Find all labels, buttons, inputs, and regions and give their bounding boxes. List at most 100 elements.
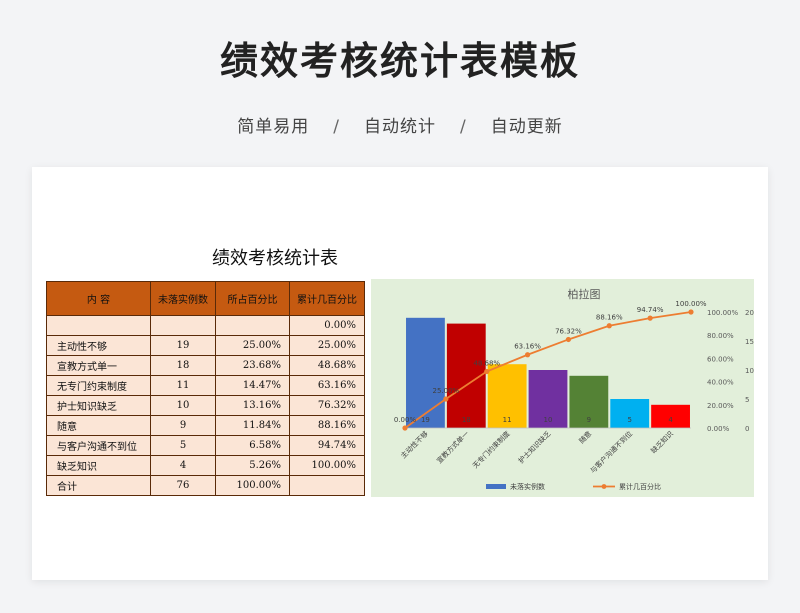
- cell-item: 宣教方式单一: [46, 355, 151, 376]
- cell-count: 9: [150, 415, 216, 436]
- bar-3: [487, 364, 527, 428]
- cumulative-point: [402, 425, 408, 431]
- bar-data-label: 4: [668, 416, 673, 424]
- y-pct-tick-label: 100.00%: [707, 309, 738, 317]
- line-data-label: 100.00%: [675, 300, 706, 308]
- cumulative-line: [404, 311, 692, 429]
- cell-cumulative: [289, 475, 365, 496]
- bar-data-label: 5: [627, 416, 631, 424]
- cell-cumulative: 0.00%: [289, 315, 365, 336]
- cell-count: 5: [150, 435, 216, 456]
- legend-bar-label: 未落实例数: [510, 482, 545, 491]
- pareto-chart: 柏拉图 0.00% 20.00% 40.00% 60.00% 80.00% 100.00% 0…: [371, 279, 754, 497]
- bar-data-label: 19: [421, 416, 430, 424]
- cumulative-point: [524, 352, 531, 358]
- tag-separator: /: [333, 117, 340, 137]
- cumulative-point: [647, 315, 653, 321]
- y-pct-tick-label: 40.00%: [707, 379, 734, 387]
- line-data-label: 94.74%: [637, 306, 664, 314]
- y-count-tick-label: 0: [745, 425, 749, 433]
- cell-cumulative: 25.00%: [289, 335, 365, 356]
- table-row: 0.00%: [46, 315, 365, 336]
- cell-item: 随意: [46, 415, 151, 436]
- bar-6: [610, 399, 650, 428]
- cell-percent: 25.00%: [215, 335, 290, 356]
- bar-7: [651, 404, 690, 428]
- cumulative-point: [484, 368, 490, 375]
- bar-data-label: 11: [503, 416, 512, 424]
- cell-percent: 5.26%: [215, 455, 290, 476]
- y-pct-tick-label: 0.00%: [707, 425, 730, 433]
- table-row: 无专门约束制度 11 14.47% 63.16%: [46, 375, 365, 396]
- cell-percent: 100.00%: [215, 475, 290, 496]
- sheet-title: 绩效考核统计表: [212, 248, 338, 269]
- bar-5: [569, 375, 609, 428]
- cell-count: 4: [150, 455, 216, 476]
- line-data-label: 76.32%: [555, 327, 582, 335]
- line-data-label: 48.68%: [473, 360, 500, 368]
- tag-auto-stats: 自动统计: [364, 117, 436, 137]
- cell-item: 合计: [46, 475, 151, 496]
- line-data-label: 25.00%: [433, 387, 460, 395]
- cell-item: 与客户沟通不到位: [46, 435, 151, 456]
- cell-item: 护士知识缺乏: [46, 395, 151, 416]
- y-count-tick-label: 20: [745, 309, 754, 317]
- table-row: 主动性不够 19 25.00% 25.00%: [46, 335, 365, 356]
- feature-tags: 简单易用 / 自动统计 / 自动更新: [0, 112, 800, 137]
- cell-percent: 11.84%: [215, 415, 290, 436]
- y-pct-tick-label: 80.00%: [707, 332, 734, 340]
- col-header-content: 内 容: [46, 281, 151, 316]
- cumulative-point: [688, 309, 694, 315]
- table-header-row: 内 容 未落实例数 所占百分比 累计几百分比: [46, 281, 365, 316]
- cell-count: [150, 315, 216, 336]
- y-pct-tick-label: 20.00%: [707, 402, 734, 410]
- y-pct-tick-label: 60.00%: [707, 355, 734, 363]
- cell-cumulative: 76.32%: [289, 395, 365, 416]
- cell-percent: 13.16%: [215, 395, 290, 416]
- table-row: 护士知识缺乏 10 13.16% 76.32%: [46, 395, 365, 416]
- stats-table: 内 容 未落实例数 所占百分比 累计几百分比 0.00% 主动性不够 19 25.0…: [46, 281, 365, 496]
- cell-cumulative: 94.74%: [289, 435, 365, 456]
- legend-line-label: 累计几百分比: [619, 482, 661, 491]
- table-row: 宣教方式单一 18 23.68% 48.68%: [46, 355, 365, 376]
- cell-cumulative: 48.68%: [289, 355, 365, 376]
- line-data-label: 0.00%: [394, 416, 417, 424]
- col-header-cumulative: 累计几百分比: [289, 281, 365, 316]
- col-header-percent: 所占百分比: [215, 281, 290, 316]
- bar-1: [406, 317, 445, 428]
- legend-bar-swatch: [486, 484, 506, 489]
- cell-cumulative: 100.00%: [289, 455, 365, 476]
- cell-item: 主动性不够: [46, 335, 151, 356]
- y-count-tick-label: 5: [745, 396, 749, 404]
- pareto-chart-svg: 柏拉图0.00%20.00%40.00%60.00%80.00%100.00%0…: [371, 279, 754, 497]
- tag-separator: /: [460, 117, 467, 137]
- y-count-tick-label: 15: [745, 338, 754, 346]
- tag-easy: 简单易用: [237, 117, 310, 137]
- tag-auto-update: 自动更新: [490, 117, 563, 137]
- y-count-tick-label: 10: [745, 367, 754, 375]
- cumulative-point: [443, 396, 449, 402]
- bar-4: [528, 370, 568, 428]
- bar-data-label: 10: [544, 416, 553, 424]
- cell-count: 11: [150, 375, 216, 396]
- col-header-count: 未落实例数: [150, 281, 216, 316]
- line-data-label: 88.16%: [596, 314, 623, 322]
- cell-item: [46, 315, 151, 336]
- cell-item: 无专门约束制度: [46, 375, 151, 396]
- bar-data-label: 18: [462, 416, 471, 424]
- cell-cumulative: 88.16%: [289, 415, 365, 436]
- table-row: 随意 9 11.84% 88.16%: [46, 415, 365, 436]
- cumulative-point: [606, 323, 612, 329]
- chart-title: 柏拉图: [568, 287, 601, 301]
- cell-percent: [215, 315, 290, 336]
- cell-cumulative: 63.16%: [289, 375, 365, 396]
- bar-data-label: 9: [587, 416, 591, 424]
- cell-count: 10: [150, 395, 216, 416]
- cell-item: 缺乏知识: [46, 455, 151, 476]
- legend-line-marker: [601, 484, 607, 489]
- page-title: 绩效考核统计表模板: [219, 39, 580, 83]
- cell-count: 19: [150, 335, 216, 356]
- cell-percent: 14.47%: [215, 375, 290, 396]
- cell-count: 18: [150, 355, 216, 376]
- cell-count: 76: [150, 475, 216, 496]
